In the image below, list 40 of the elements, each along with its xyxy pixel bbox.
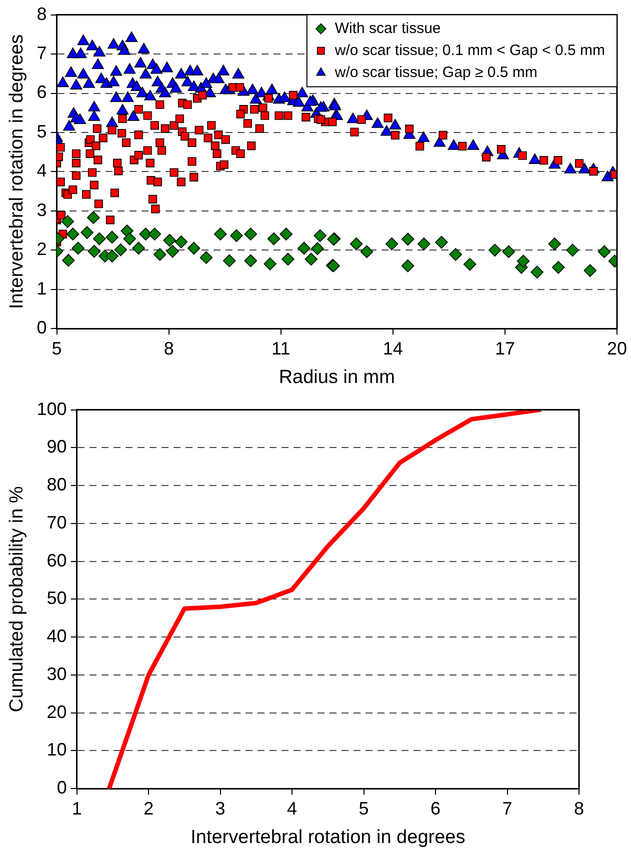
- x-tick-label: 14: [382, 338, 403, 358]
- x-tick-label: 3: [215, 798, 226, 818]
- x-tick-label: 11: [272, 338, 290, 358]
- y-tick-label: 40: [46, 626, 67, 646]
- y-tick-label: 4: [36, 160, 47, 181]
- x-tick-label: 17: [494, 338, 515, 358]
- y-tick-label: 80: [46, 474, 67, 495]
- y-tick-label: 5: [36, 121, 47, 142]
- y-tick-label: 0: [56, 778, 67, 798]
- y-tick-label: 0: [36, 318, 47, 338]
- y-tick-label: 2: [36, 239, 47, 260]
- x-tick-label: 20: [606, 338, 628, 358]
- x-axis-title: Intervertebral rotation in degrees: [190, 826, 466, 848]
- x-tick-label: 7: [502, 798, 512, 818]
- y-tick-label: 10: [46, 740, 67, 760]
- x-tick-label: 6: [430, 798, 441, 818]
- legend-label: With scar tissue: [334, 20, 441, 37]
- y-tick-label: 100: [36, 398, 67, 419]
- y-tick-label: 7: [36, 42, 47, 63]
- y-axis-title: Intervertebral rotation in degrees: [6, 34, 28, 310]
- x-tick-label: 8: [164, 338, 174, 358]
- y-tick-label: 70: [46, 512, 67, 532]
- x-tick-label: 4: [287, 798, 298, 818]
- y-tick-label: 30: [46, 664, 67, 684]
- x-tick-label: 1: [72, 798, 82, 818]
- legend-label: w/o scar tissue; Gap ≥ 0.5 mm: [334, 64, 538, 81]
- x-tick-label: 5: [358, 798, 369, 818]
- y-tick-label: 1: [36, 278, 47, 298]
- y-tick-label: 50: [46, 588, 67, 608]
- x-axis-title: Radius in mm: [278, 366, 395, 388]
- x-tick-label: 2: [144, 798, 154, 818]
- y-tick-label: 3: [36, 200, 47, 220]
- y-tick-label: 20: [46, 702, 67, 722]
- y-tick-label: 6: [36, 82, 47, 102]
- y-tick-label: 8: [36, 4, 47, 24]
- y-axis-title: Cumulated probability in %: [6, 486, 28, 712]
- legend-label: w/o scar tissue; 0.1 mm < Gap < 0.5 mm: [334, 42, 606, 59]
- y-tick-label: 60: [46, 550, 67, 570]
- y-tick-label: 90: [46, 436, 67, 457]
- x-tick-label: 8: [574, 798, 584, 818]
